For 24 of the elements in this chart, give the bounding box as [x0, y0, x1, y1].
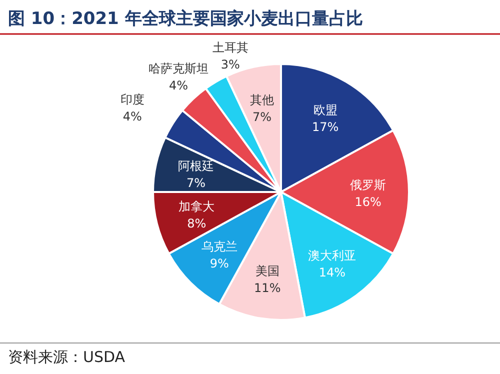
- data-label: 4%: [168, 78, 188, 92]
- slice-label: 其他: [250, 93, 274, 108]
- data-label: 9%: [210, 256, 229, 271]
- data-label: 3%: [220, 57, 240, 72]
- data-label: 17%: [312, 120, 339, 134]
- slice-label: 印度: [120, 92, 144, 106]
- slice-label: 欧盟: [313, 103, 338, 118]
- slice-label: 加拿大: [178, 200, 215, 214]
- data-label: 4%: [122, 109, 142, 124]
- text: 资料来源：USDA: [8, 348, 126, 366]
- slice-label: 美国: [255, 264, 280, 278]
- chart-title: 图 10：2021 年全球主要国家小麦出口量占比: [8, 9, 363, 29]
- slice-label: 阿根廷: [178, 159, 214, 174]
- data-label: 16%: [354, 195, 382, 209]
- slice-label: 哈萨克斯坦: [148, 61, 209, 76]
- data-label: 7%: [252, 110, 272, 124]
- slice-label: 乌克兰: [201, 240, 238, 254]
- data-label: 14%: [318, 265, 346, 280]
- slice-label: 澳大利亚: [308, 248, 356, 262]
- data-label: 8%: [187, 216, 206, 231]
- data-label: 7%: [186, 176, 206, 190]
- slice-label: 土耳其: [212, 40, 248, 54]
- data-label: 11%: [254, 280, 281, 295]
- slice-label: 俄罗斯: [350, 178, 386, 192]
